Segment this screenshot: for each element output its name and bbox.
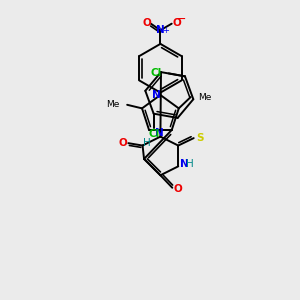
Text: S: S	[196, 133, 203, 142]
Text: Cl: Cl	[151, 68, 162, 78]
Text: O: O	[173, 184, 182, 194]
Text: O: O	[172, 18, 181, 28]
Text: Me: Me	[106, 100, 120, 109]
Text: H: H	[143, 138, 151, 148]
Text: N: N	[180, 159, 189, 169]
Text: Me: Me	[198, 93, 211, 102]
Text: −: −	[176, 12, 187, 26]
Text: O: O	[118, 138, 127, 148]
Text: N: N	[156, 25, 165, 35]
Text: H: H	[186, 159, 194, 169]
Text: +: +	[162, 26, 169, 35]
Text: N: N	[154, 128, 163, 138]
Text: O: O	[142, 18, 151, 28]
Text: Cl: Cl	[148, 129, 159, 139]
Text: N: N	[152, 90, 160, 100]
